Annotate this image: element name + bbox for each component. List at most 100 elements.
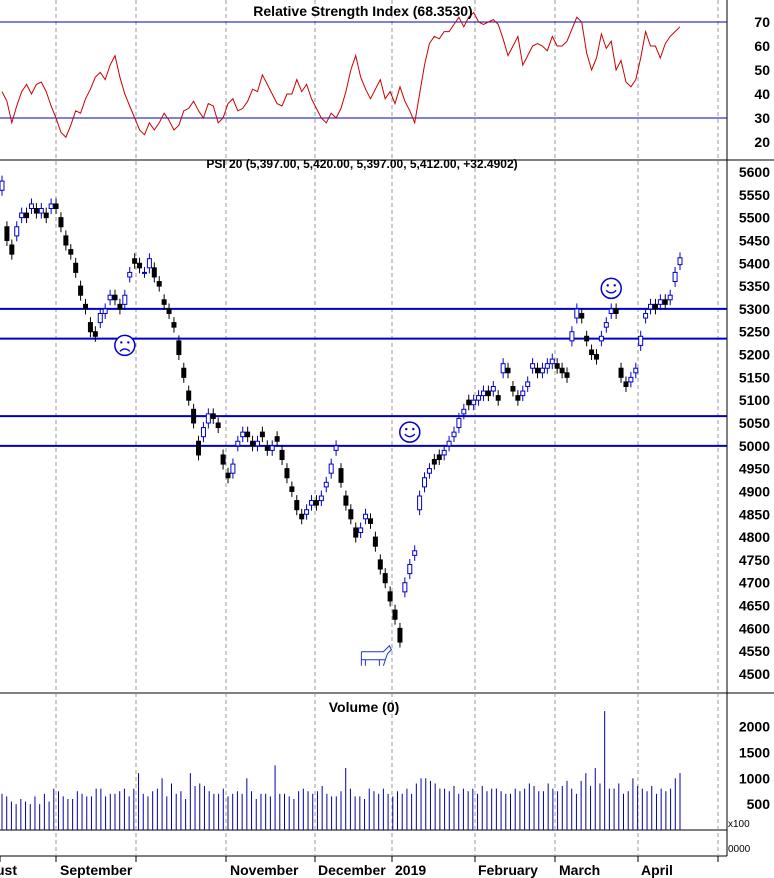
price-tick-label: 5600 [739,164,770,180]
candle-up [407,563,413,575]
candle-up [657,299,663,305]
candle-up [539,367,545,374]
x-tick-label: February [478,862,538,878]
candle-down [132,258,138,264]
face-eye [412,427,415,431]
candle-down [68,249,74,255]
candle-down [186,390,192,401]
candle-up [500,363,506,374]
candle-up [456,417,462,429]
price-tick-label: 5050 [739,415,770,431]
candle-up [417,495,423,511]
face-eye [120,341,123,344]
candle-up [603,322,609,328]
candle-down [579,312,585,319]
candle-down [485,390,491,397]
price-tick-label: 4550 [739,643,770,659]
rsi-tick-label: 40 [754,86,770,102]
candle-down [215,422,221,429]
face-outline [114,334,136,357]
candle-up [633,367,639,374]
candle-down [392,609,398,620]
candle-up [608,308,614,314]
price-tick-label: 5100 [739,392,770,408]
candle-down [196,440,202,456]
candle-down [4,226,10,241]
candle-up [461,408,467,415]
candle-up [422,477,428,488]
candle-down [510,385,516,392]
price-tick-label: 5400 [739,255,770,271]
candle-up [358,527,364,534]
candle-down [220,454,226,465]
price-tick-label: 5150 [739,369,770,385]
candle-up [122,294,128,305]
candle-down [58,217,64,228]
candle-up [598,335,604,342]
price-tick-label: 5300 [739,301,770,317]
volume-tick-label: 1500 [739,744,770,760]
candle-down [589,349,595,356]
candle-down [264,445,270,451]
smile-face-icon [600,277,622,300]
candle-down [43,212,49,219]
candle-down [78,285,84,296]
price-tick-label: 5250 [739,324,770,340]
candle-up [451,431,457,438]
volume-tick-label: 1000 [739,770,770,786]
candle-up [200,427,206,438]
candle-up [426,468,432,474]
candle-up [363,513,369,520]
price-tick-label: 4800 [739,529,770,545]
x-tick-label: March [559,862,600,878]
candle-up [328,463,334,474]
price-tick-label: 5550 [739,187,770,203]
candle-up [48,203,54,210]
candle-down [618,367,624,378]
candle-up [643,312,649,319]
x-axis: ust September November December 2019 February… [0,856,719,878]
candle-down [117,303,123,310]
candle-down [53,203,59,210]
candle-up [28,203,34,210]
bull-icon [360,644,392,666]
candle-down [156,281,162,287]
candle-down [191,408,197,424]
face-mouth [119,348,131,352]
candle-down [299,513,305,520]
candle-down [259,431,265,438]
candle-up [490,385,496,392]
candle-up [569,331,575,342]
price-tick-label: 4600 [739,620,770,636]
candle-down [9,244,15,255]
candle-down [274,436,280,442]
smile-face-icon [399,421,421,443]
candle-up [19,212,25,219]
candle-down [289,486,295,492]
candle-up [549,358,555,365]
candle-down [112,294,118,301]
volume-tick-label: 500 [747,796,771,812]
candle-up [38,208,44,214]
price-tick-label: 4650 [739,598,770,614]
price-panel: 4500 4550 4600 4650 4700 4750 4800 4850 4900 4950… [0,164,770,682]
candle-up [240,431,246,438]
candle-down [166,308,172,314]
price-tick-label: 4750 [739,552,770,568]
rsi-line [1,11,681,139]
candle-up [677,257,683,266]
rsi-tick-label: 60 [754,38,770,54]
candle-up [127,271,133,278]
candle-up [235,440,241,447]
candle-down [593,354,599,360]
candle-down [338,468,344,483]
volume-overflow-label: 0000 [728,844,751,855]
candle-down [623,381,629,387]
candle-down [652,303,658,310]
candle-up [672,271,678,283]
price-tick-label: 5350 [739,278,770,294]
candle-down [382,573,388,584]
candle-up [254,440,260,447]
price-tick-label: 4850 [739,506,770,522]
